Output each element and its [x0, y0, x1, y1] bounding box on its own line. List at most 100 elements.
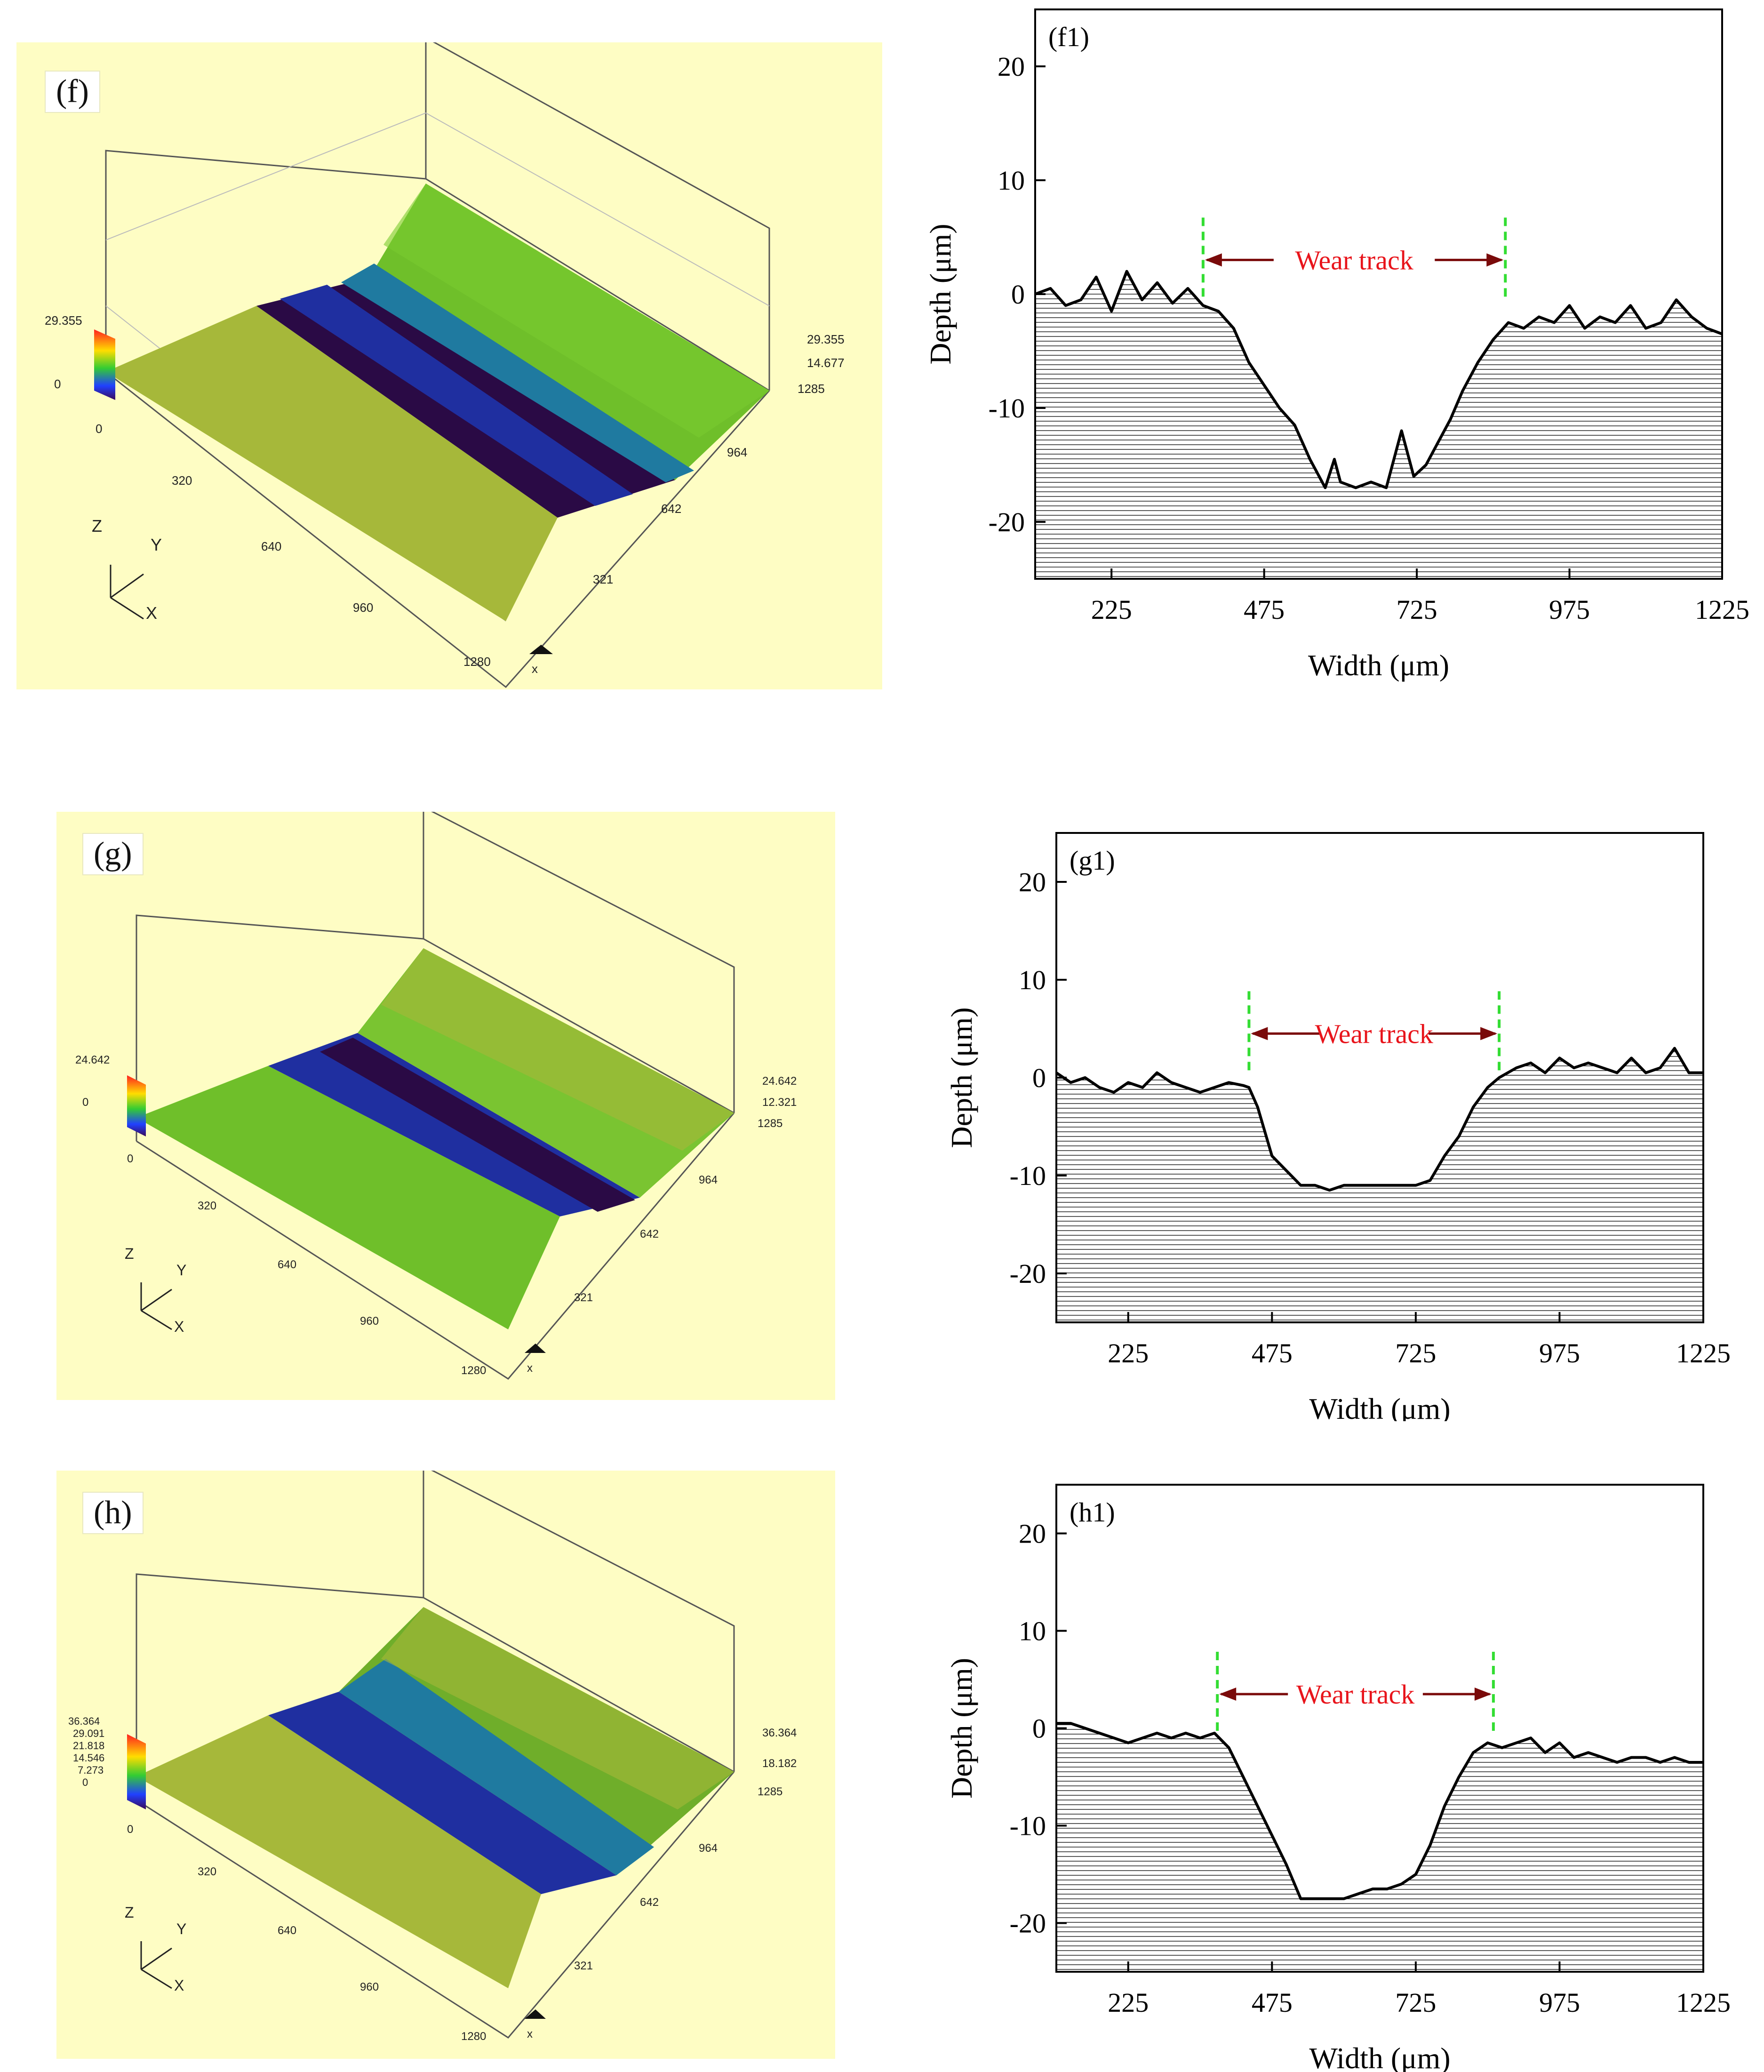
x-tick-label: 725 — [1395, 1338, 1436, 1368]
surface-plot-h: 36.364 29.091 21.818 14.546 7.273 0 0 36… — [68, 1471, 797, 2043]
profile-line — [1056, 1722, 1703, 1900]
x-axis-letter: x — [527, 2028, 533, 2040]
y-tick-label: 321 — [574, 1960, 593, 1972]
y-tick-label: 321 — [593, 572, 613, 586]
panel-label: (h) — [82, 1492, 144, 1534]
colorbar-top-label: 24.642 — [75, 1054, 110, 1066]
x-tick-label: 1280 — [461, 1364, 486, 1377]
x-tick-label: 725 — [1395, 1987, 1436, 2018]
profile-area — [1035, 271, 1722, 579]
chart-svg: 20 10 0 -10 -20 225 475 725 975 1225 Width (μm) Dep… — [924, 8, 1749, 682]
y-tick-label: 1285 — [758, 1117, 782, 1130]
triad-y-label: Y — [176, 1920, 186, 1937]
colorbar-bottom-label: 0 — [54, 377, 61, 391]
chart-svg: 20 10 0 -10 -20 225 475 725 975 1225 Width (μm) Dep… — [945, 832, 1731, 1421]
z-mid-label: 18.182 — [762, 1757, 797, 1770]
x-tick-label: 1225 — [1695, 594, 1749, 625]
track-arrowhead-left — [1251, 1027, 1268, 1040]
x-tick-label: 960 — [360, 1981, 379, 1993]
y-tick-label: 642 — [640, 1228, 659, 1240]
x-axis-arrow — [525, 1344, 546, 1353]
y-tick-label: -10 — [1010, 1160, 1046, 1191]
axis-triad — [140, 1941, 172, 1989]
chart-svg: 20 10 0 -10 -20 225 475 725 975 1225 Width (μm) Dep… — [945, 1484, 1731, 2072]
depth-profile-chart-h1: 20 10 0 -10 -20 225 475 725 975 1225 Width (μm) Dep… — [894, 1473, 1764, 2072]
y-tick-label: 642 — [661, 502, 681, 516]
z-max-label: 36.364 — [762, 1727, 797, 1739]
chart-panel-label: (f1) — [1048, 22, 1089, 52]
x-axis-letter: x — [527, 1362, 533, 1375]
surface-frame — [105, 42, 770, 688]
depth-profile-chart-f1: 20 10 0 -10 -20 225 475 725 975 1225 Width (μm) Dep… — [894, 0, 1764, 696]
y-tick-label: 1285 — [798, 382, 825, 396]
x-tick-label: 320 — [198, 1200, 216, 1212]
triad-x-label: X — [146, 603, 157, 623]
y-tick-label: 20 — [998, 51, 1025, 82]
z-zero-label: 0 — [127, 1823, 133, 1836]
triad-y-label: Y — [176, 1262, 186, 1279]
triad-z-label: Z — [125, 1245, 134, 1262]
surface-body — [136, 948, 734, 1329]
triad-x-label: X — [174, 1977, 184, 1994]
z-mid-label: 12.321 — [762, 1096, 797, 1109]
x-tick-label: 475 — [1252, 1987, 1293, 2018]
y-tick-label: 0 — [1011, 279, 1025, 310]
triad-x-label: X — [174, 1318, 184, 1335]
colorbar — [127, 1734, 146, 1809]
axis-triad — [110, 565, 144, 620]
x-tick-label: 975 — [1539, 1338, 1580, 1368]
axis-triad — [140, 1282, 172, 1330]
y-tick-label: 0 — [1032, 1063, 1046, 1093]
x-tick-label: 475 — [1252, 1338, 1293, 1368]
triad-z-label: Z — [125, 1904, 134, 1921]
x-axis-arrow — [529, 645, 553, 654]
chart-panel-label: (h1) — [1070, 1497, 1115, 1528]
chart-panel-label: (g1) — [1070, 845, 1115, 876]
y-tick-label: 20 — [1019, 867, 1046, 897]
colorbar — [127, 1075, 146, 1136]
surface-panel-h: 36.364 29.091 21.818 14.546 7.273 0 0 36… — [56, 1471, 835, 2059]
x-tick-label: 975 — [1549, 594, 1590, 625]
panel-label: (g) — [82, 833, 144, 875]
y-axis-label: Depth (μm) — [924, 224, 957, 364]
colorbar-tick-label: 14.546 — [73, 1752, 104, 1764]
surface-frame — [136, 1471, 735, 2039]
y-tick-label: 10 — [998, 165, 1025, 196]
x-tick-label: 225 — [1108, 1338, 1149, 1368]
y-axis-label: Depth (μm) — [945, 1658, 978, 1799]
y-tick-label: 20 — [1019, 1519, 1046, 1549]
surface-frame — [136, 812, 735, 1380]
colorbar-bottom-label: 0 — [82, 1776, 88, 1788]
x-tick-label: 225 — [1108, 1987, 1149, 2018]
y-tick-label: 0 — [1032, 1713, 1046, 1744]
z-zero-label: 0 — [127, 1152, 133, 1165]
x-tick-label: 640 — [261, 539, 281, 553]
y-tick-label: -10 — [989, 393, 1025, 424]
panel-label: (f) — [45, 71, 100, 113]
track-arrowhead-left — [1205, 253, 1222, 267]
profile-line — [1034, 270, 1723, 489]
colorbar-bottom-label: 0 — [82, 1096, 88, 1109]
z-max-label: 29.355 — [807, 332, 845, 346]
profile-area — [1056, 1723, 1703, 1972]
x-axis-label: Width (μm) — [1308, 648, 1449, 682]
y-tick-label: 10 — [1019, 1616, 1046, 1647]
y-tick-label: -20 — [989, 507, 1025, 537]
surface-body — [136, 1607, 734, 1988]
y-tick-label: 10 — [1019, 965, 1046, 995]
colorbar-tick-label: 29.091 — [73, 1728, 104, 1739]
surface-panel-f: 29.355 0 0 29.355 14.677 1285 964 642 32… — [16, 42, 882, 689]
x-tick-label: 725 — [1397, 594, 1437, 625]
x-axis-label: Width (μm) — [1309, 2041, 1450, 2072]
y-tick-label: 964 — [699, 1174, 718, 1186]
y-tick-label: -20 — [1010, 1908, 1046, 1939]
track-arrowhead-right — [1486, 253, 1504, 267]
track-arrowhead-right — [1480, 1027, 1498, 1040]
wear-track-label: Wear track — [1296, 1679, 1414, 1710]
x-tick-label: 320 — [172, 473, 192, 488]
z-zero-label: 0 — [96, 422, 102, 436]
x-tick-label: 475 — [1244, 594, 1285, 625]
wear-track-label: Wear track — [1315, 1018, 1433, 1049]
profile-line — [1055, 1047, 1703, 1192]
y-tick-label: 964 — [727, 445, 747, 459]
